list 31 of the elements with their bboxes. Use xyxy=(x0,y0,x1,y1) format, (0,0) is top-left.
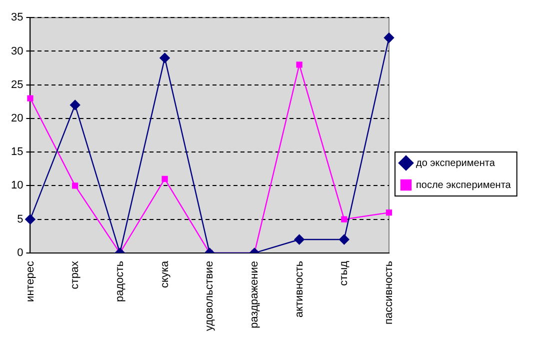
y-tick-label: 15 xyxy=(10,146,24,158)
x-tick-label: интерес xyxy=(24,260,36,302)
point xyxy=(386,210,392,216)
point xyxy=(296,62,302,68)
point xyxy=(72,182,78,189)
x-tick-label: радость xyxy=(114,260,126,302)
y-tick-label: 20 xyxy=(10,112,24,124)
point xyxy=(294,234,304,245)
x-tick-label: раздражение xyxy=(248,260,260,328)
point xyxy=(339,234,350,245)
x-tick-label: пассивность xyxy=(383,260,396,324)
point xyxy=(162,176,168,182)
x-tick-label: скука xyxy=(158,260,171,288)
point xyxy=(384,32,394,43)
point xyxy=(341,216,348,222)
point xyxy=(27,95,34,102)
x-tick-label: страх xyxy=(69,260,82,290)
legend-label: до эксперимента xyxy=(416,158,496,169)
x-tick-label: активность xyxy=(293,260,306,318)
x-tick-label: стыд xyxy=(338,260,350,286)
y-tick-label: 30 xyxy=(10,45,24,58)
y-tick-label: 0 xyxy=(17,246,24,259)
legend-label: после эксперимента xyxy=(416,180,512,191)
point xyxy=(70,100,80,110)
y-tick-label: 35 xyxy=(10,12,24,24)
y-tick-label: 5 xyxy=(17,213,24,226)
x-tick-label: удовольствие xyxy=(204,260,216,331)
point xyxy=(160,52,170,64)
y-tick-label: 25 xyxy=(10,78,24,91)
point xyxy=(25,214,36,224)
y-tick-label: 10 xyxy=(10,180,24,192)
